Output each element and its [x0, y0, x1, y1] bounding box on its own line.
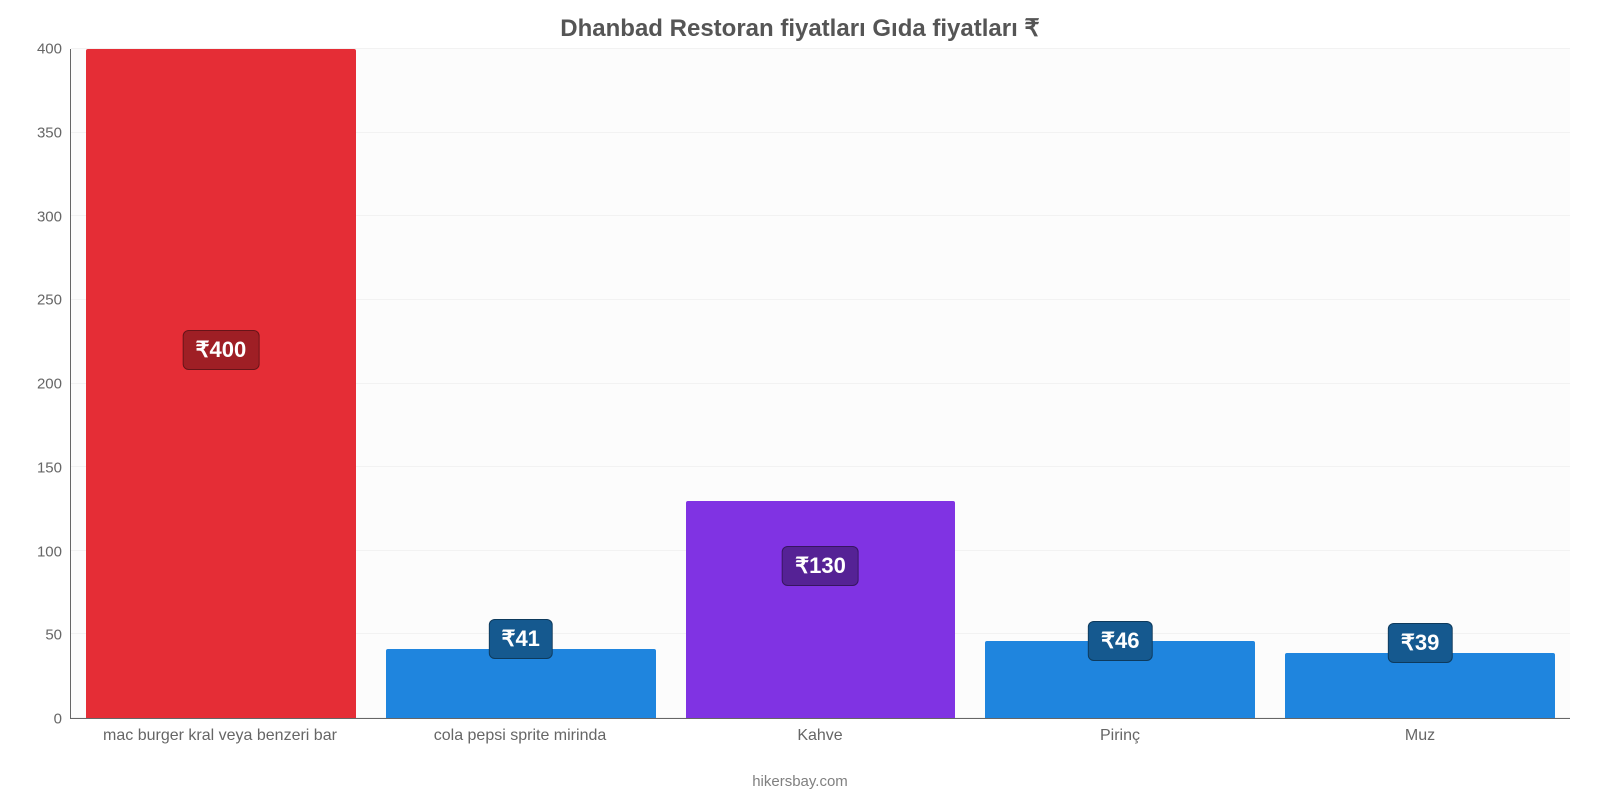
y-tick-label: 200 [37, 376, 62, 393]
y-tick-label: 350 [37, 124, 62, 141]
x-tick-label: mac burger kral veya benzeri bar [70, 719, 370, 773]
y-tick-label: 300 [37, 208, 62, 225]
bar-slot: ₹400 [71, 49, 371, 718]
x-tick-label: Muz [1270, 719, 1570, 773]
attribution-text: hikersbay.com [0, 773, 1600, 800]
bar-slot: ₹39 [1270, 49, 1570, 718]
chart-body: 050100150200250300350400 ₹400₹41₹130₹46₹… [0, 49, 1600, 719]
y-tick-label: 0 [54, 711, 62, 728]
x-tick-label: Pirinç [970, 719, 1270, 773]
value-label: ₹41 [488, 619, 552, 659]
y-tick-label: 250 [37, 292, 62, 309]
bar: ₹400 [86, 49, 356, 718]
bar: ₹130 [686, 501, 956, 718]
plot-area: ₹400 ₹41 ₹130 ₹46 ₹39 [70, 49, 1570, 719]
bar-slot: ₹46 [970, 49, 1270, 718]
value-label: ₹39 [1388, 623, 1452, 663]
bar: ₹39 [1285, 653, 1555, 718]
y-axis: 050100150200250300350400 [10, 49, 70, 719]
x-tick-label: Kahve [670, 719, 970, 773]
y-tick-label: 150 [37, 459, 62, 476]
x-axis: mac burger kral veya benzeri barcola pep… [0, 719, 1600, 773]
bar: ₹41 [386, 649, 656, 718]
bar: ₹46 [985, 641, 1255, 718]
bar-slot: ₹130 [671, 49, 971, 718]
price-bar-chart: Dhanbad Restoran fiyatları Gıda fiyatlar… [0, 0, 1600, 800]
x-tick-label: cola pepsi sprite mirinda [370, 719, 670, 773]
y-tick-label: 100 [37, 543, 62, 560]
y-tick-label: 400 [37, 41, 62, 58]
bars-container: ₹400 ₹41 ₹130 ₹46 ₹39 [71, 49, 1570, 718]
value-label: ₹46 [1088, 621, 1152, 661]
bar-slot: ₹41 [371, 49, 671, 718]
value-label: ₹400 [183, 330, 260, 370]
y-tick-label: 50 [45, 627, 62, 644]
chart-title: Dhanbad Restoran fiyatları Gıda fiyatlar… [0, 0, 1600, 49]
value-label: ₹130 [782, 546, 859, 586]
